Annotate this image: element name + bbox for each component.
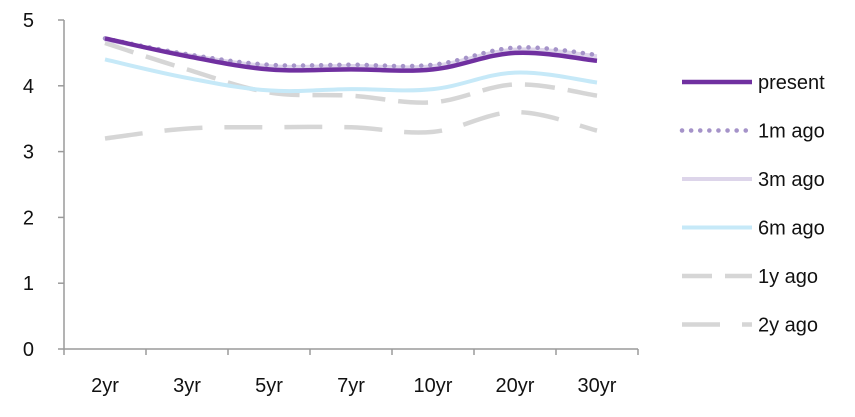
series-line-1y-ago [104,40,598,105]
legend-label: 3m ago [758,169,825,191]
series-layer [102,36,600,141]
x-tick-label: 2yr [91,375,119,397]
x-tick-label: 30yr [578,375,617,397]
series-line-present [104,36,598,73]
y-tick-label: 0 [23,339,34,361]
legend-label: 1y ago [758,266,818,288]
legend-label: present [758,72,825,94]
x-tick-label: 5yr [255,375,283,397]
legend-entry: 2y ago [682,315,818,337]
legend-label: 1m ago [758,121,825,143]
x-tick-label: 3yr [173,375,201,397]
legend-entry: present [682,72,825,94]
legend-label: 2y ago [758,315,818,337]
legend-entry: 1y ago [682,266,818,288]
legend: present 1m ago 3m ago 6m ago 1y ago 2y ago [679,72,825,337]
x-tick-label: 7yr [337,375,365,397]
y-tick-label: 2 [23,207,34,229]
y-tick-label: 3 [23,142,34,164]
series-line-6m-ago [104,57,598,94]
x-tick-label: 10yr [414,375,453,397]
legend-label: 6m ago [758,218,825,240]
legend-entry: 6m ago [682,218,825,240]
x-tick-label: 20yr [496,375,535,397]
legend-entry: 3m ago [682,169,825,191]
legend-entry: 1m ago [679,121,825,143]
axes: 0 1 2 3 4 5 2yr 3yr 5yr 7yr 10yr 20yr 30yr [23,10,639,397]
y-tick-label: 4 [23,76,34,98]
y-tick-label: 1 [23,273,34,295]
y-tick-label: 5 [23,10,34,32]
series-line-2y-ago [104,109,598,141]
